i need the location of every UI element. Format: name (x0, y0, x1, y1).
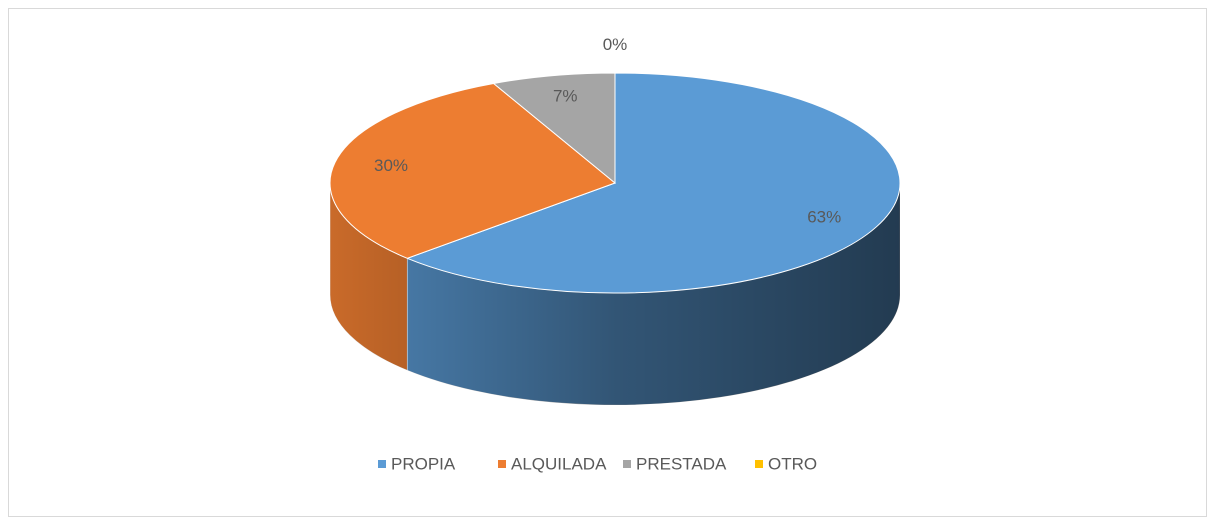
slice-top (329, 82, 616, 259)
legend-swatch (498, 460, 506, 468)
data-label: 63% (807, 207, 841, 226)
pie-slice (329, 82, 616, 371)
slice-side-shade (330, 183, 408, 371)
data-label: 30% (374, 156, 408, 175)
legend-label: PRESTADA (636, 454, 727, 473)
data-label: 0% (603, 35, 628, 54)
legend-label: OTRO (768, 454, 817, 473)
slice-top (405, 72, 901, 294)
legend-label: PROPIA (391, 454, 456, 473)
legend-swatch (378, 460, 386, 468)
legend-label: ALQUILADA (511, 454, 607, 473)
data-label: 7% (553, 87, 578, 106)
legend-swatch (623, 460, 631, 468)
legend-swatch (755, 460, 763, 468)
pie-slice (492, 72, 616, 185)
slice-side-shade (407, 183, 901, 406)
slice-top (492, 72, 616, 185)
pie-slice (405, 72, 901, 406)
